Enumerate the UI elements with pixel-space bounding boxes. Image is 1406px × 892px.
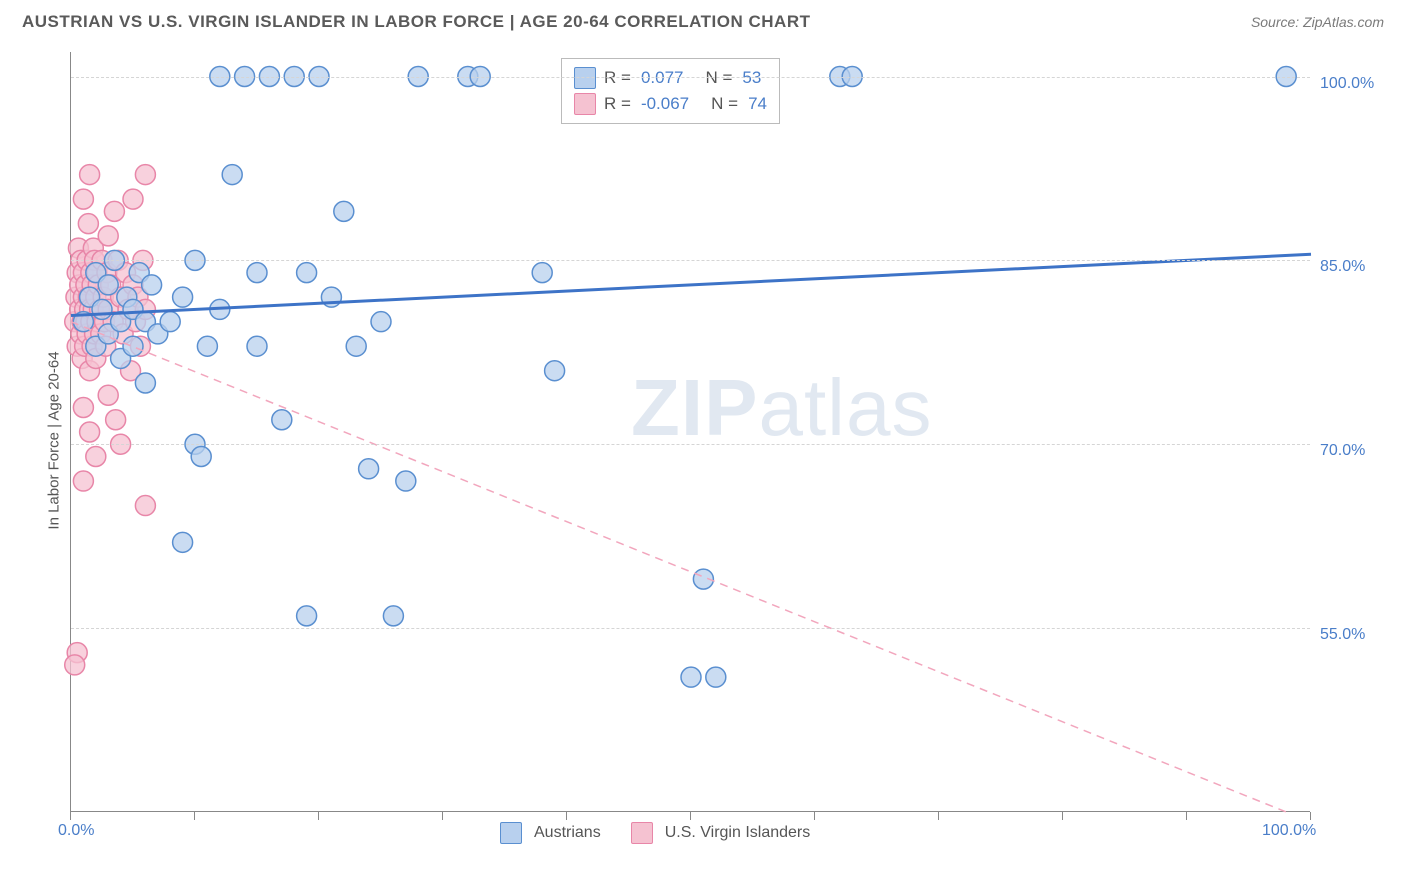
data-point	[706, 667, 726, 687]
data-point	[247, 336, 267, 356]
scatter-svg	[71, 52, 1310, 811]
x-tick	[318, 812, 319, 820]
data-point	[173, 287, 193, 307]
data-point	[73, 397, 93, 417]
r-value-1: 0.077	[641, 68, 684, 88]
data-point	[123, 336, 143, 356]
data-point	[334, 201, 354, 221]
data-point	[78, 214, 98, 234]
grid-line	[71, 77, 1310, 78]
data-point	[65, 655, 85, 675]
data-point	[80, 165, 100, 185]
data-point	[272, 410, 292, 430]
data-point	[371, 312, 391, 332]
data-point	[532, 263, 552, 283]
x-tick	[814, 812, 815, 820]
x-tick	[690, 812, 691, 820]
series-legend: Austrians U.S. Virgin Islanders	[500, 822, 810, 844]
x-tick	[1186, 812, 1187, 820]
x-tick	[1062, 812, 1063, 820]
swatch-austrians	[500, 822, 522, 844]
x-tick	[70, 812, 71, 820]
data-point	[73, 471, 93, 491]
data-point	[123, 189, 143, 209]
legend-label-2: U.S. Virgin Islanders	[665, 824, 811, 842]
data-point	[80, 422, 100, 442]
data-point	[98, 275, 118, 295]
y-tick-label: 85.0%	[1320, 258, 1365, 276]
x-origin-label: 0.0%	[58, 822, 94, 840]
data-point	[247, 263, 267, 283]
x-max-label: 100.0%	[1262, 822, 1316, 840]
swatch-series2	[574, 93, 596, 115]
legend-label-1: Austrians	[534, 824, 601, 842]
chart-title: AUSTRIAN VS U.S. VIRGIN ISLANDER IN LABO…	[22, 12, 810, 32]
data-point	[98, 385, 118, 405]
data-point	[142, 275, 162, 295]
data-point	[160, 312, 180, 332]
data-point	[191, 447, 211, 467]
n-label-1: N =	[705, 68, 732, 88]
data-point	[197, 336, 217, 356]
r-label-1: R =	[604, 68, 631, 88]
data-point	[86, 447, 106, 467]
data-point	[135, 165, 155, 185]
data-point	[92, 299, 112, 319]
data-point	[73, 189, 93, 209]
x-tick	[442, 812, 443, 820]
y-tick-label: 100.0%	[1320, 75, 1374, 93]
chart-container: In Labor Force | Age 20-64 ZIPatlas R = …	[40, 52, 1380, 842]
data-point	[98, 226, 118, 246]
grid-line	[71, 260, 1310, 261]
data-point	[297, 263, 317, 283]
legend-row-1: R = 0.077 N = 53	[574, 65, 767, 91]
data-point	[106, 410, 126, 430]
data-point	[135, 496, 155, 516]
x-tick	[938, 812, 939, 820]
n-label-2: N =	[711, 94, 738, 114]
n-value-2: 74	[748, 94, 767, 114]
data-point	[346, 336, 366, 356]
x-tick	[194, 812, 195, 820]
y-axis-label: In Labor Force | Age 20-64	[46, 351, 63, 529]
data-point	[681, 667, 701, 687]
grid-line	[71, 628, 1310, 629]
swatch-usvi	[631, 822, 653, 844]
correlation-legend: R = 0.077 N = 53 R = -0.067 N = 74	[561, 58, 780, 124]
data-point	[383, 606, 403, 626]
data-point	[173, 532, 193, 552]
swatch-series1	[574, 67, 596, 89]
plot-area: ZIPatlas R = 0.077 N = 53 R = -0.067 N =…	[70, 52, 1310, 812]
grid-line	[71, 444, 1310, 445]
x-tick	[1310, 812, 1311, 820]
trend-line	[71, 322, 1286, 812]
data-point	[297, 606, 317, 626]
y-tick-label: 55.0%	[1320, 626, 1365, 644]
data-point	[222, 165, 242, 185]
data-point	[104, 201, 124, 221]
r-value-2: -0.067	[641, 94, 689, 114]
y-tick-label: 70.0%	[1320, 442, 1365, 460]
data-point	[359, 459, 379, 479]
r-label-2: R =	[604, 94, 631, 114]
source-attribution: Source: ZipAtlas.com	[1251, 14, 1384, 30]
x-tick	[566, 812, 567, 820]
data-point	[396, 471, 416, 491]
legend-row-2: R = -0.067 N = 74	[574, 91, 767, 117]
n-value-1: 53	[742, 68, 761, 88]
data-point	[545, 361, 565, 381]
data-point	[135, 373, 155, 393]
